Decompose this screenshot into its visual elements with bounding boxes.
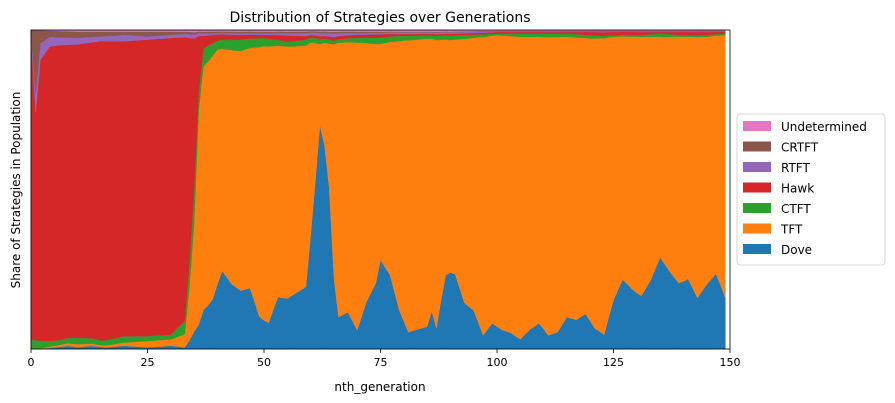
legend-label-rtft: RTFT bbox=[781, 161, 810, 175]
legend-swatch-dove bbox=[743, 244, 771, 254]
legend-label-tft: TFT bbox=[780, 223, 803, 237]
legend-swatch-crtft bbox=[743, 141, 771, 152]
x-tick-label: 125 bbox=[603, 356, 624, 369]
x-tick-label: 25 bbox=[141, 356, 155, 369]
area-layers bbox=[30, 29, 726, 350]
x-axis-ticks: 0 25 50 75 100 125 150 bbox=[28, 349, 741, 369]
legend: Undetermined CRTFT RTFT Hawk CTFT TFT Dove bbox=[736, 113, 886, 266]
x-axis-label: nth_generation bbox=[334, 380, 425, 394]
legend-label-crtft: CRTFT bbox=[781, 141, 819, 155]
legend-label-ctft: CTFT bbox=[781, 202, 811, 216]
y-axis-label: Share of Strategies in Population bbox=[9, 92, 23, 289]
legend-swatch-tft bbox=[743, 223, 771, 234]
x-tick-label: 0 bbox=[28, 356, 35, 369]
legend-swatch-hawk bbox=[743, 182, 771, 193]
legend-label-undetermined: Undetermined bbox=[781, 120, 867, 134]
legend-label-dove: Dove bbox=[781, 243, 812, 257]
legend-swatch-undetermined bbox=[743, 121, 771, 131]
chart-title: Distribution of Strategies over Generati… bbox=[229, 10, 530, 26]
legend-swatch-ctft bbox=[743, 203, 771, 213]
legend-label-hawk: Hawk bbox=[781, 182, 814, 196]
legend-swatch-rtft bbox=[743, 162, 771, 172]
x-tick-label: 75 bbox=[374, 356, 388, 369]
x-tick-label: 100 bbox=[487, 356, 508, 369]
legend-items: Undetermined CRTFT RTFT Hawk CTFT TFT Dove bbox=[743, 120, 867, 257]
legend-frame bbox=[736, 113, 886, 266]
x-tick-label: 50 bbox=[257, 356, 271, 369]
x-tick-label: 150 bbox=[720, 356, 741, 369]
